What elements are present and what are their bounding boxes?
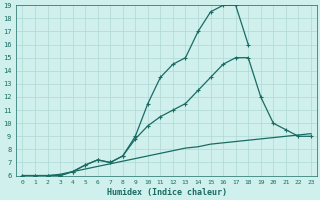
X-axis label: Humidex (Indice chaleur): Humidex (Indice chaleur) [107,188,227,197]
